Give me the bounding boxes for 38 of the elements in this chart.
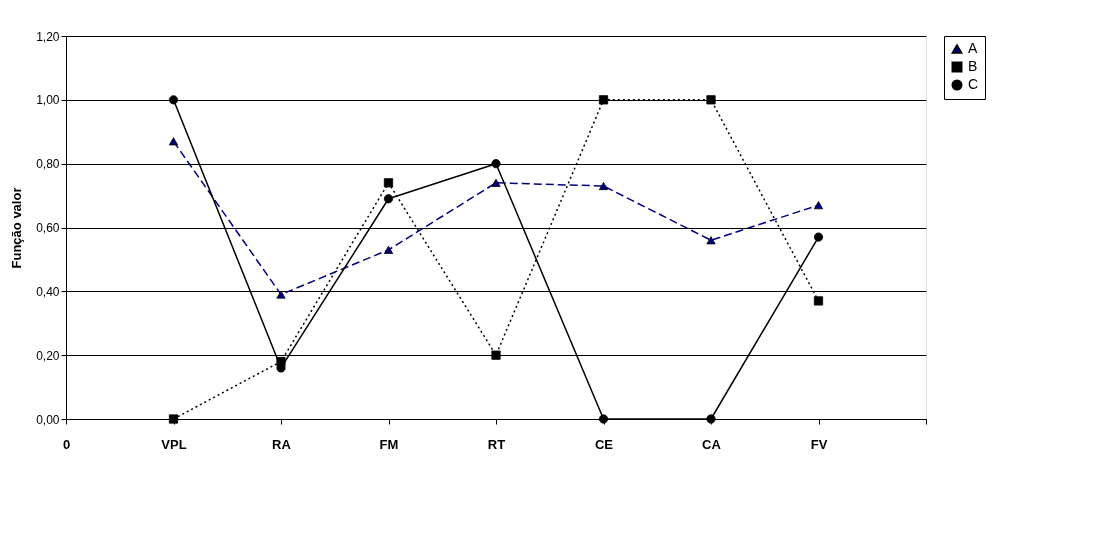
legend-label: B	[968, 58, 978, 74]
legend-label: A	[968, 40, 978, 56]
point	[168, 95, 179, 105]
y-tick-label: 0,00	[36, 412, 60, 427]
point	[168, 414, 179, 424]
x-tick-label: FM	[379, 436, 399, 452]
y-tick-label: 0,60	[36, 221, 60, 235]
x-tick-label: RA	[272, 436, 292, 452]
point	[491, 159, 501, 169]
point	[491, 178, 501, 187]
point	[706, 414, 716, 424]
point	[276, 290, 286, 299]
y-tick-label: 0,40	[36, 284, 60, 299]
x-tick-label: 0	[62, 436, 71, 452]
point	[491, 350, 501, 360]
y-tick-label: 1,00	[36, 93, 60, 108]
x-tick-label: RT	[487, 436, 506, 452]
point	[168, 137, 179, 146]
x-tick-label: FV	[810, 436, 828, 452]
y-tick-label: 0,20	[36, 348, 60, 363]
x-tick-label: CA	[702, 436, 722, 452]
point	[598, 414, 609, 424]
point	[706, 95, 716, 105]
x-tick-label: CE	[594, 436, 614, 452]
y-tick-label: 1,20	[36, 29, 60, 44]
point	[813, 296, 824, 306]
y-axis-title: Função valor	[9, 187, 25, 269]
point	[813, 201, 824, 210]
point	[383, 178, 394, 188]
point	[383, 245, 394, 254]
point	[383, 194, 394, 204]
x-tick-label: VPL	[161, 436, 187, 452]
point	[598, 95, 609, 105]
legend-label: C	[968, 76, 979, 92]
point	[706, 236, 716, 245]
y-tick-label: 0,80	[36, 157, 60, 172]
point	[598, 181, 609, 191]
point	[813, 232, 824, 242]
